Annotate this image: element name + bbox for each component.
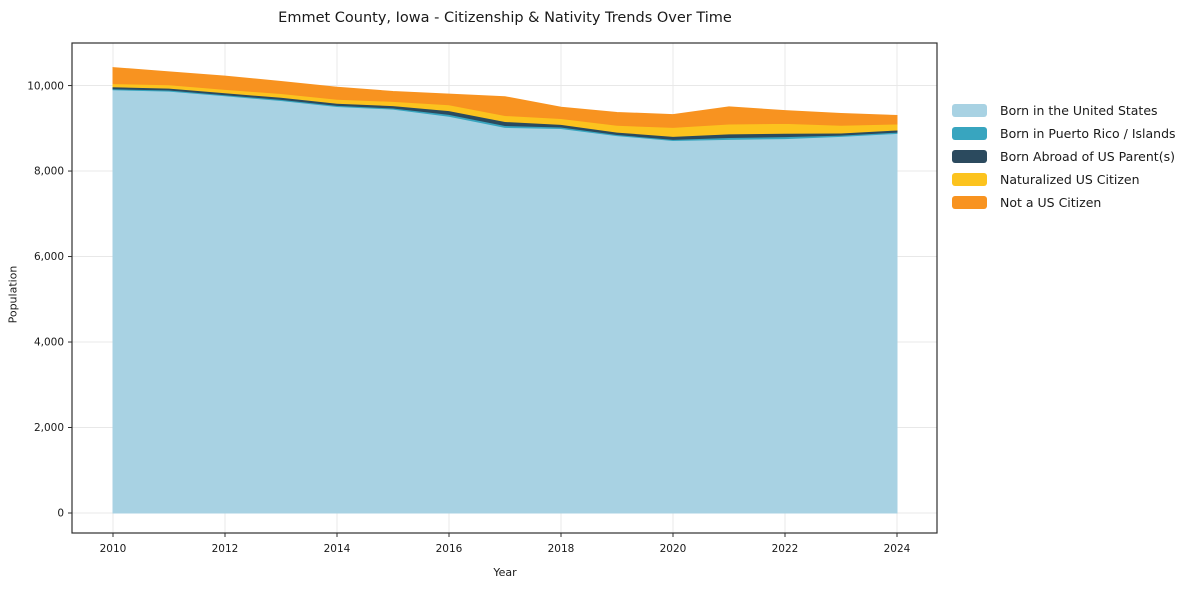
legend-swatch-born-us xyxy=(952,104,987,117)
x-tick-label: 2020 xyxy=(660,543,687,555)
y-tick-label: 10,000 xyxy=(27,80,64,92)
axes-frame xyxy=(71,42,938,534)
legend-item-naturalized: Naturalized US Citizen xyxy=(952,172,1176,187)
x-tick-label: 2024 xyxy=(884,543,911,555)
legend-label: Born Abroad of US Parent(s) xyxy=(1000,149,1175,164)
legend-swatch-not-citizen xyxy=(952,196,987,209)
y-tick-label: 2,000 xyxy=(34,422,64,434)
y-tick-label: 4,000 xyxy=(34,337,64,349)
area-series-4 xyxy=(112,67,898,128)
y-tick-label: 0 xyxy=(57,508,64,520)
legend: Born in the United States Born in Puerto… xyxy=(952,103,1176,210)
x-tick-label: 2010 xyxy=(100,543,127,555)
x-tick-label: 2016 xyxy=(436,543,463,555)
x-axis-label: Year xyxy=(493,566,517,579)
y-axis-label: Population xyxy=(6,265,20,324)
legend-item-not-citizen: Not a US Citizen xyxy=(952,195,1176,210)
y-tick-label: 8,000 xyxy=(34,166,64,178)
legend-item-born-abroad: Born Abroad of US Parent(s) xyxy=(952,149,1176,164)
x-tick-label: 2014 xyxy=(324,543,351,555)
x-tick-label: 2022 xyxy=(772,543,799,555)
y-tick-label: 6,000 xyxy=(34,251,64,263)
legend-swatch-born-pr xyxy=(952,127,987,140)
x-tick-label: 2018 xyxy=(548,543,575,555)
x-tick-label: 2012 xyxy=(212,543,239,555)
area-series-0 xyxy=(112,89,898,514)
legend-item-born-us: Born in the United States xyxy=(952,103,1176,118)
legend-item-born-pr: Born in Puerto Rico / Islands xyxy=(952,126,1176,141)
legend-swatch-naturalized xyxy=(952,173,987,186)
legend-swatch-born-abroad xyxy=(952,150,987,163)
legend-label: Born in the United States xyxy=(1000,103,1158,118)
legend-label: Naturalized US Citizen xyxy=(1000,172,1140,187)
legend-label: Born in Puerto Rico / Islands xyxy=(1000,126,1176,141)
legend-label: Not a US Citizen xyxy=(1000,195,1102,210)
chart-title: Emmet County, Iowa - Citizenship & Nativ… xyxy=(278,10,732,26)
